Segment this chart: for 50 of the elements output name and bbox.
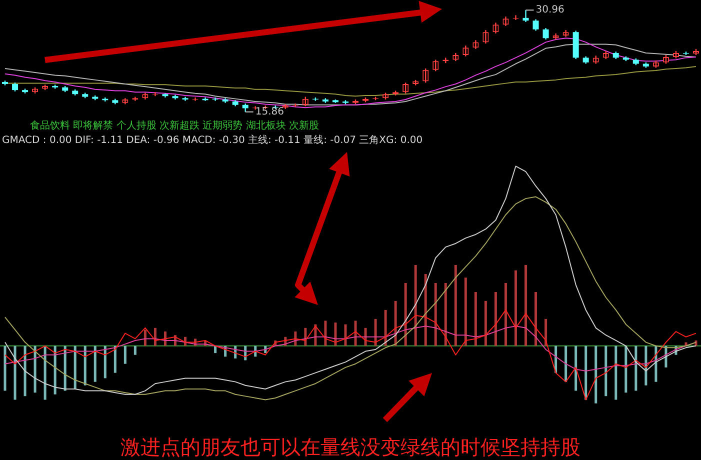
- bar: [344, 324, 347, 346]
- bar: [124, 346, 126, 364]
- bar: [14, 346, 16, 400]
- bar: [514, 270, 517, 346]
- bar: [474, 292, 477, 346]
- bar: [434, 283, 437, 346]
- bar: [4, 346, 6, 391]
- text: 食品饮料 即将解禁 个人持股 次新超跌 近期弱势 湖北板块 次新股: [30, 120, 320, 132]
- bar: [534, 292, 538, 346]
- text: 激进点的朋友也可以在量线没变绿线的时候坚持持股: [120, 435, 580, 460]
- bar: [544, 318, 548, 346]
- bar: [74, 346, 76, 389]
- annotation: 30.96: [536, 4, 564, 16]
- bar: [134, 346, 136, 355]
- bar: [114, 346, 116, 373]
- bar: [624, 346, 628, 393]
- bar: [84, 346, 86, 386]
- bar: [644, 346, 648, 386]
- bar: [24, 346, 26, 396]
- bar: [494, 292, 497, 346]
- bar: [334, 322, 337, 346]
- bar: [414, 265, 417, 346]
- bar: [374, 318, 377, 346]
- bar: [324, 320, 327, 346]
- annotation: 15.86: [255, 106, 284, 118]
- bar: [34, 346, 36, 393]
- bar: [94, 346, 96, 382]
- bar: [564, 346, 568, 382]
- bar: [144, 330, 146, 346]
- bar: [484, 300, 487, 346]
- bar: [584, 346, 588, 400]
- bar: [614, 346, 618, 400]
- bar: [504, 283, 507, 346]
- bar: [444, 283, 447, 346]
- bar: [384, 310, 387, 346]
- bar: [634, 346, 638, 391]
- bar: [404, 283, 407, 346]
- bar: [524, 265, 527, 346]
- bar: [64, 346, 66, 391]
- bar: [604, 346, 608, 396]
- bar: [574, 346, 578, 391]
- bar: [44, 346, 46, 400]
- bar: [424, 274, 427, 346]
- bar: [214, 346, 217, 354]
- bar: [594, 346, 598, 404]
- bar: [104, 346, 106, 378]
- bar: [54, 346, 56, 394]
- bar: [464, 278, 467, 346]
- chart-title: GMACD : 0.00 DIF: -1.11 DEA: -0.96 MACD: -0.30 主线: -0.11 量线: -0.07 三角XG: 0.00: [2, 133, 423, 147]
- bar: [454, 265, 457, 346]
